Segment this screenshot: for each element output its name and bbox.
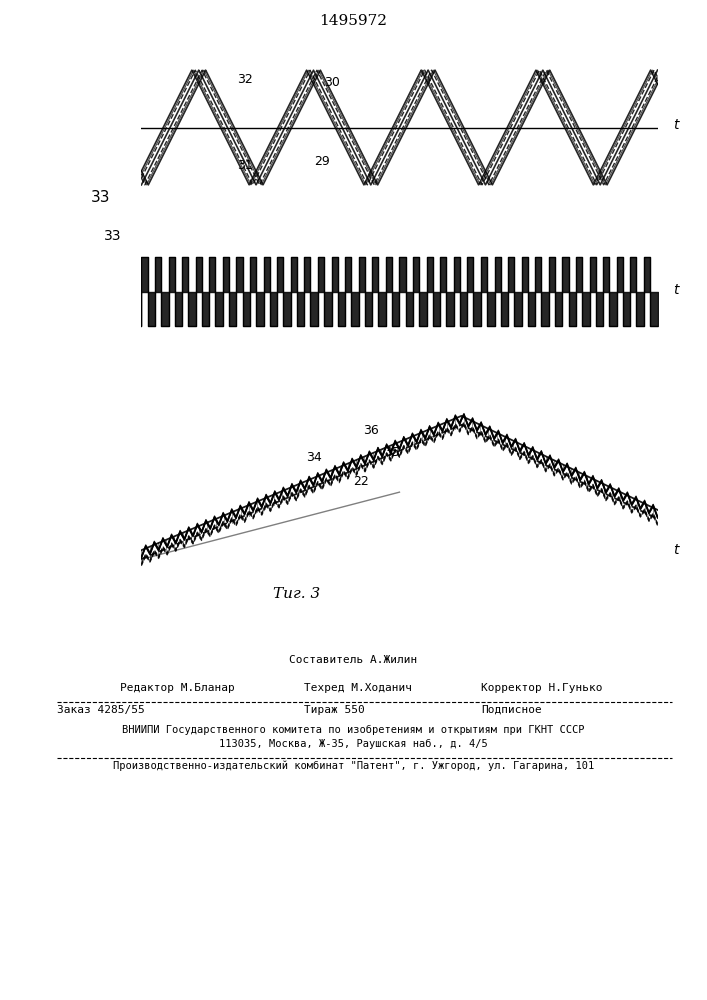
Text: 32: 32 (237, 73, 252, 86)
Text: Заказ 4285/55: Заказ 4285/55 (57, 705, 144, 715)
Text: 36: 36 (363, 424, 379, 437)
Text: 34: 34 (307, 451, 322, 464)
Text: Редактор М.Бланар: Редактор М.Бланар (120, 683, 235, 693)
Text: 1495972: 1495972 (320, 14, 387, 28)
Text: 33: 33 (104, 229, 122, 243)
Text: 33: 33 (90, 190, 110, 205)
Text: t: t (673, 543, 679, 557)
Text: Τиг. 3: Τиг. 3 (274, 587, 320, 601)
Text: t: t (673, 118, 679, 132)
Text: Производственно-издательский комбинат "Патент", г. Ужгород, ул. Гагарина, 101: Производственно-издательский комбинат "П… (113, 761, 594, 771)
Text: 113035, Москва, Ж-35, Раушская наб., д. 4/5: 113035, Москва, Ж-35, Раушская наб., д. … (219, 739, 488, 749)
Text: Корректор Н.Гунько: Корректор Н.Гунько (481, 683, 602, 693)
Text: ВНИИПИ Государственного комитета по изобретениям и открытиям при ГКНТ СССР: ВНИИПИ Государственного комитета по изоб… (122, 725, 585, 735)
Text: 29: 29 (314, 155, 330, 168)
Text: Тираж 550: Тираж 550 (304, 705, 365, 715)
Text: 22: 22 (353, 475, 369, 488)
Text: Подписное: Подписное (481, 705, 542, 715)
Text: t: t (673, 283, 679, 297)
Text: 35: 35 (384, 446, 400, 459)
Text: Техред М.Ходанич: Техред М.Ходанич (304, 683, 412, 693)
Text: 30: 30 (325, 76, 340, 89)
Text: 31: 31 (237, 159, 252, 172)
Text: Составитель А.Жилин: Составитель А.Жилин (289, 655, 418, 665)
